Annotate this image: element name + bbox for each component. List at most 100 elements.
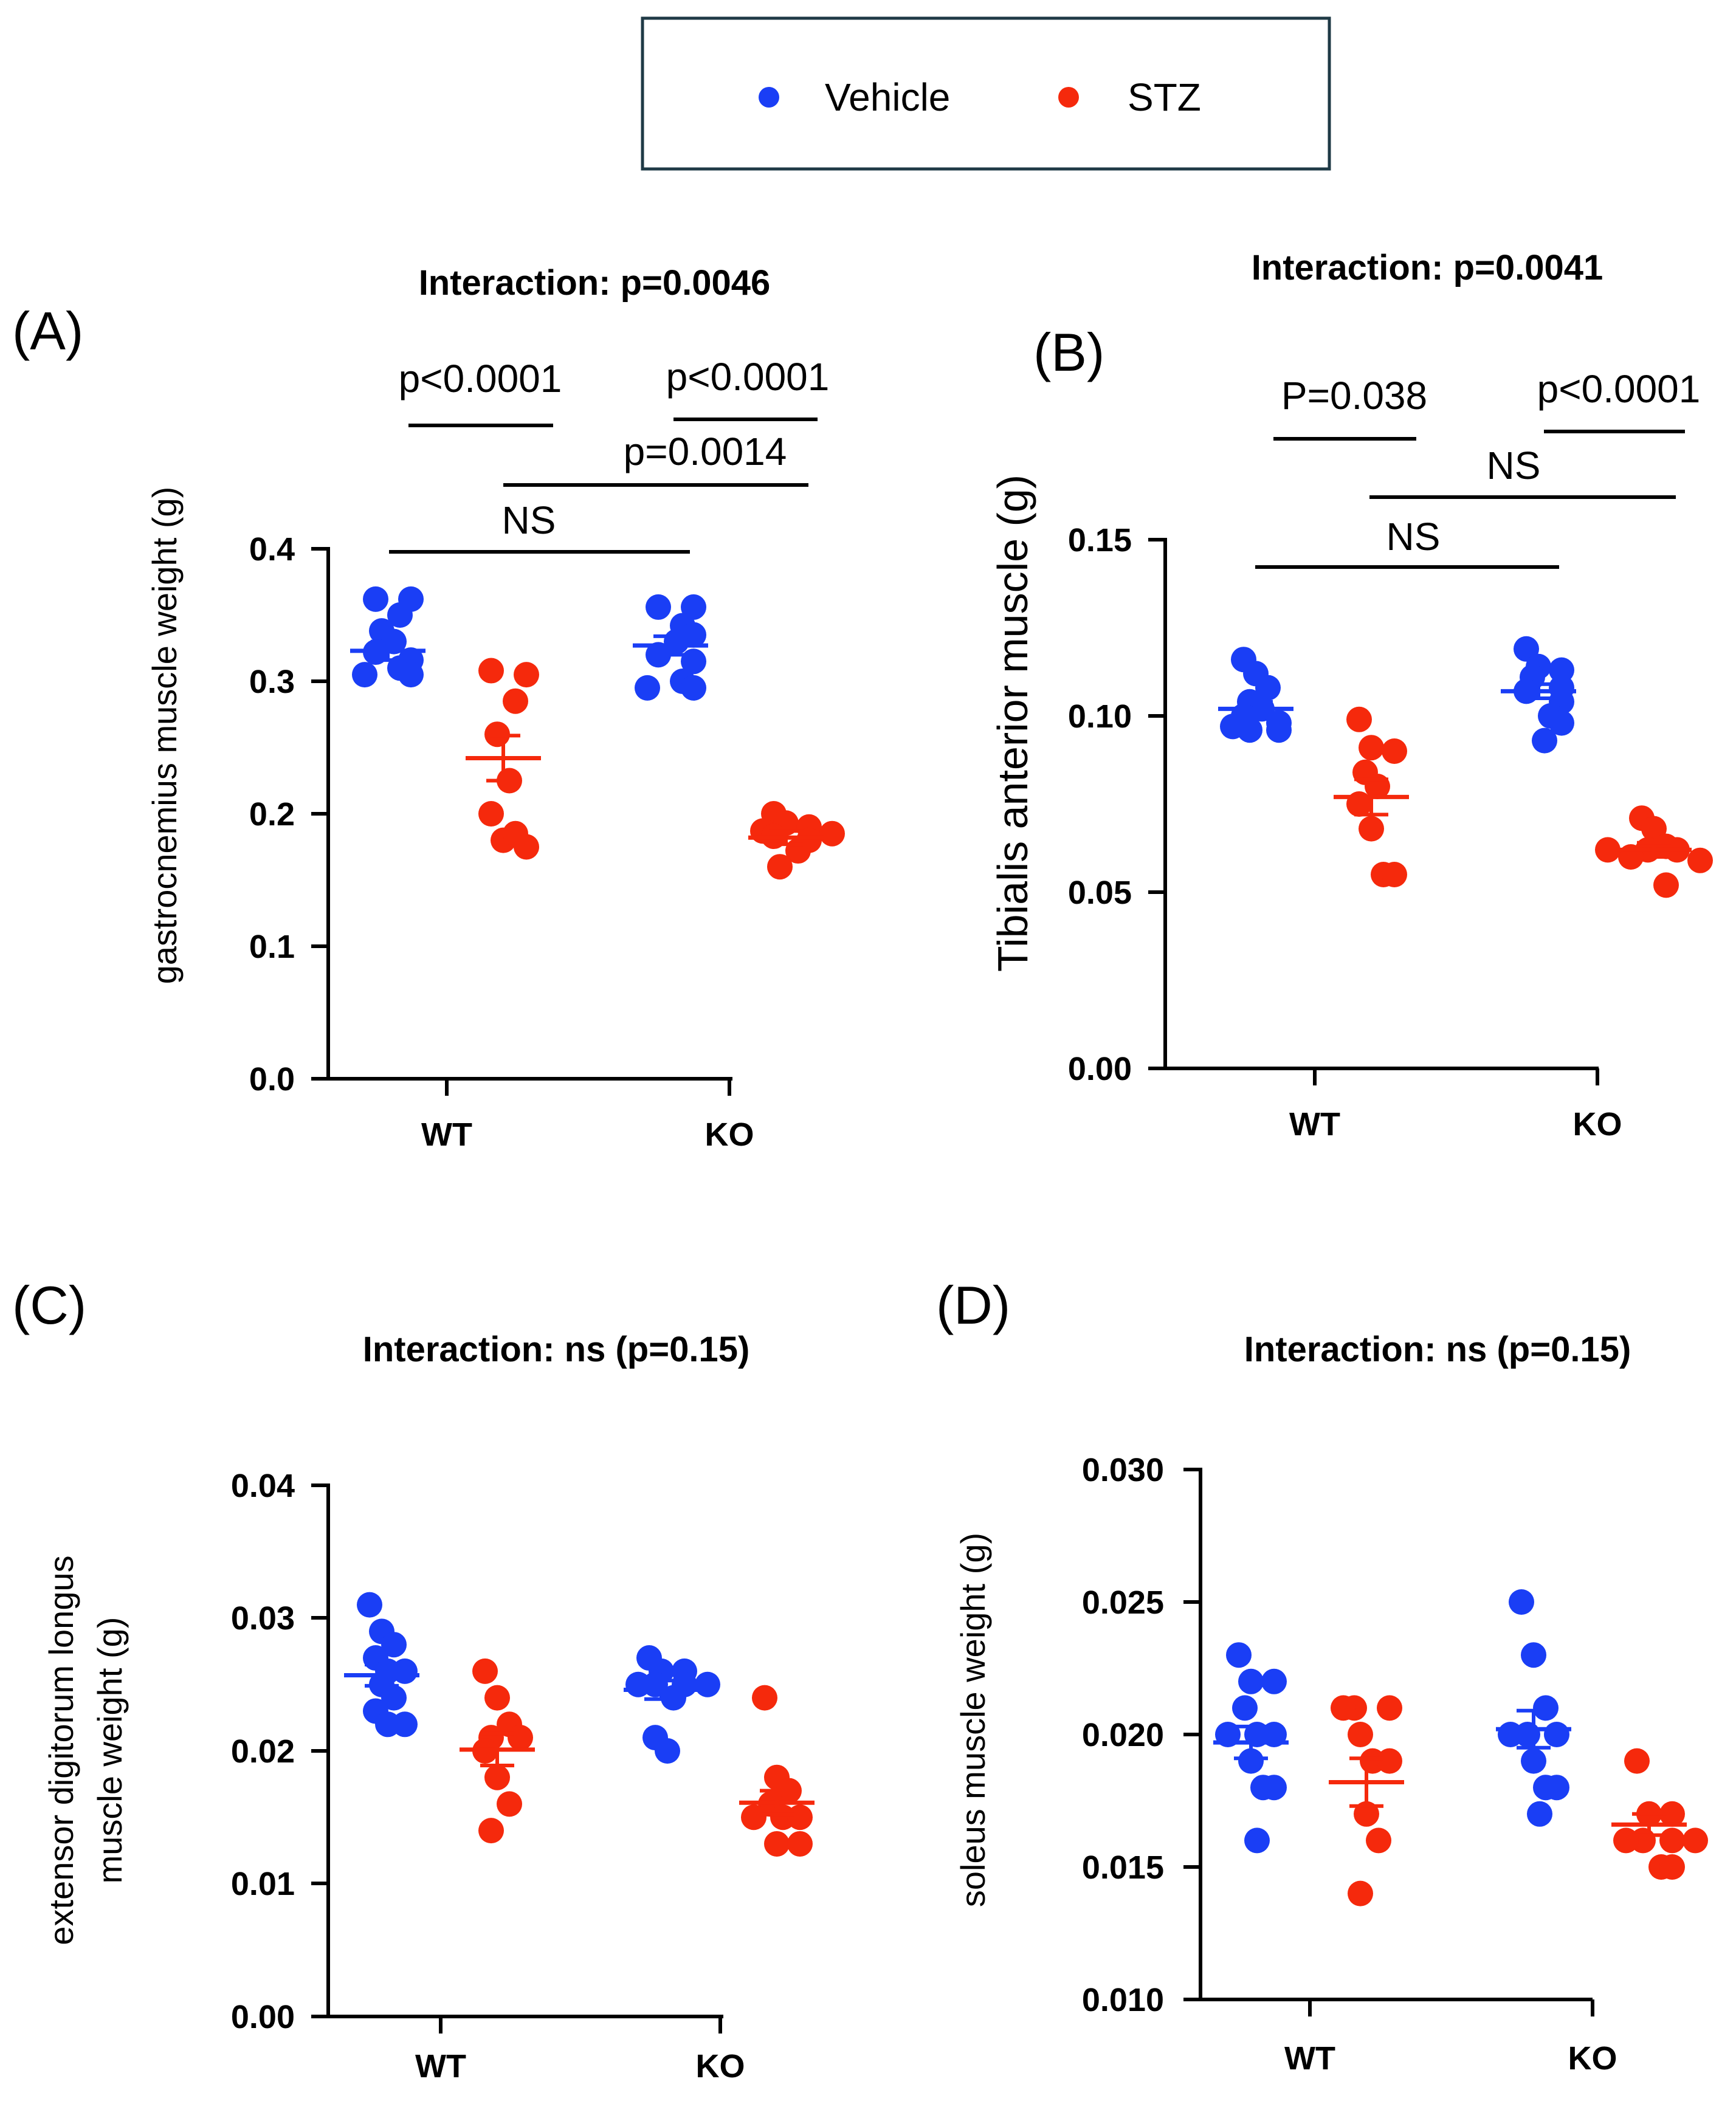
data-point [1659, 1827, 1685, 1854]
data-point [1359, 816, 1384, 842]
legend: Vehicle STZ [641, 16, 1331, 171]
y-tick-label: 0.0 [249, 1061, 295, 1098]
data-point [819, 820, 845, 847]
data-point [484, 1685, 510, 1711]
data-point [514, 834, 539, 860]
data-point [1613, 1827, 1639, 1854]
data-point [478, 658, 504, 684]
panel-a-plot: 0.0 0.1 0.2 0.3 0.4 [249, 531, 845, 1098]
panel-b: (B) Interaction: p=0.0041 Tibialis anter… [989, 248, 1713, 1143]
data-point [1238, 1668, 1264, 1694]
panel-d-letter: (D) [936, 1275, 1010, 1335]
panel-d-xtick-ko: KO [1568, 2040, 1617, 2077]
y-tick-label: 0.03 [231, 1600, 295, 1637]
data-point [1683, 1827, 1708, 1854]
panel-a-xtick-ko: KO [705, 1116, 754, 1153]
data-point [1659, 1854, 1685, 1880]
data-point [1659, 1801, 1685, 1827]
legend-vehicle-marker [759, 87, 779, 108]
data-point [741, 1804, 766, 1831]
data-point [1549, 710, 1574, 736]
data-point [1366, 1827, 1391, 1854]
data-point [387, 602, 413, 628]
legend-stz-marker [1058, 87, 1079, 108]
panel-b-ylabel: Tibialis anterior muscle (g) [989, 475, 1036, 972]
data-point [1382, 738, 1407, 764]
y-tick-label: 0.04 [231, 1468, 295, 1504]
panel-c-title: Interaction: ns (p=0.15) [363, 1330, 750, 1369]
panel-a-p-veh: NS [502, 498, 556, 542]
panel-c-letter: (C) [12, 1275, 86, 1335]
data-point [1348, 1722, 1373, 1747]
data-point [787, 1804, 813, 1831]
data-point [1377, 1695, 1402, 1721]
panel-a-letter: (A) [12, 301, 83, 361]
y-tick-label: 0.15 [1068, 522, 1132, 559]
panel-d: (D) Interaction: ns (p=0.15) soleus musc… [936, 1275, 1708, 2077]
y-tick-label: 0.10 [1068, 698, 1132, 735]
panel-d-xtick-wt: WT [1284, 2040, 1335, 2077]
data-point [1521, 1748, 1546, 1774]
panel-a-title: Interaction: p=0.0046 [419, 263, 771, 303]
data-point [508, 1725, 533, 1751]
legend-vehicle-label: Vehicle [825, 75, 950, 119]
data-point [1359, 735, 1384, 761]
data-point [646, 594, 671, 620]
data-point [1237, 717, 1262, 743]
data-point [503, 688, 528, 714]
data-point [1266, 717, 1292, 743]
data-point [1532, 727, 1557, 754]
legend-box [641, 16, 1331, 171]
data-point [497, 1791, 522, 1817]
panel-c-ylabel-line2: muscle weight (g) [91, 1617, 129, 1884]
y-tick-label: 0.02 [231, 1733, 295, 1770]
y-tick-label: 0.00 [1068, 1051, 1132, 1087]
data-point [625, 1671, 651, 1697]
panel-a-p-wt: p<0.0001 [399, 357, 562, 401]
panel-c-xtick-ko: KO [696, 2048, 745, 2085]
data-point [392, 1658, 418, 1684]
data-point [381, 1632, 407, 1658]
data-point [655, 1738, 680, 1764]
y-tick-label: 0.2 [249, 796, 295, 833]
panel-d-ylabel: soleus muscle weight (g) [954, 1533, 992, 1907]
data-point [478, 1818, 504, 1844]
data-point [1346, 706, 1372, 732]
panel-d-plot: 0.010 0.015 0.020 0.025 0.030 [1082, 1452, 1708, 2018]
data-point [1527, 1801, 1552, 1827]
legend-stz-label: STZ [1128, 75, 1201, 119]
panel-b-letter: (B) [1033, 322, 1104, 382]
data-point [1509, 1589, 1534, 1615]
y-tick-label: 0.01 [231, 1866, 295, 1902]
y-tick-label: 0.3 [249, 664, 295, 700]
panel-b-xtick-ko: KO [1573, 1106, 1622, 1143]
data-point [1544, 1722, 1569, 1747]
data-point [357, 1592, 382, 1618]
data-point [1255, 675, 1281, 701]
panel-a-p-stz: p=0.0014 [624, 430, 787, 473]
data-point [1232, 1695, 1258, 1721]
data-point [1331, 1695, 1356, 1721]
data-point [1498, 1722, 1523, 1747]
y-tick-label: 0.00 [231, 1999, 295, 2035]
y-tick-label: 0.4 [249, 531, 295, 568]
data-point [1261, 1668, 1287, 1694]
panel-b-significance [1255, 430, 1685, 569]
data-point [352, 662, 377, 688]
data-point [695, 1671, 720, 1697]
panel-a-p-ko: p<0.0001 [666, 355, 830, 399]
y-tick-label: 0.030 [1082, 1452, 1164, 1488]
panel-c-xtick-wt: WT [415, 2048, 466, 2085]
panel-a-significance [389, 418, 818, 554]
data-point [484, 1764, 510, 1790]
data-point [635, 675, 660, 701]
data-point [1382, 862, 1407, 887]
data-point [681, 675, 706, 701]
data-point [1624, 1748, 1650, 1774]
data-point [1687, 847, 1713, 873]
panel-b-p-ko: p<0.0001 [1537, 367, 1701, 411]
panel-c-ylabel-line1: extensor digitorum longus [42, 1555, 80, 1945]
data-point [1549, 657, 1574, 683]
panel-b-p-wt: P=0.038 [1281, 374, 1427, 418]
